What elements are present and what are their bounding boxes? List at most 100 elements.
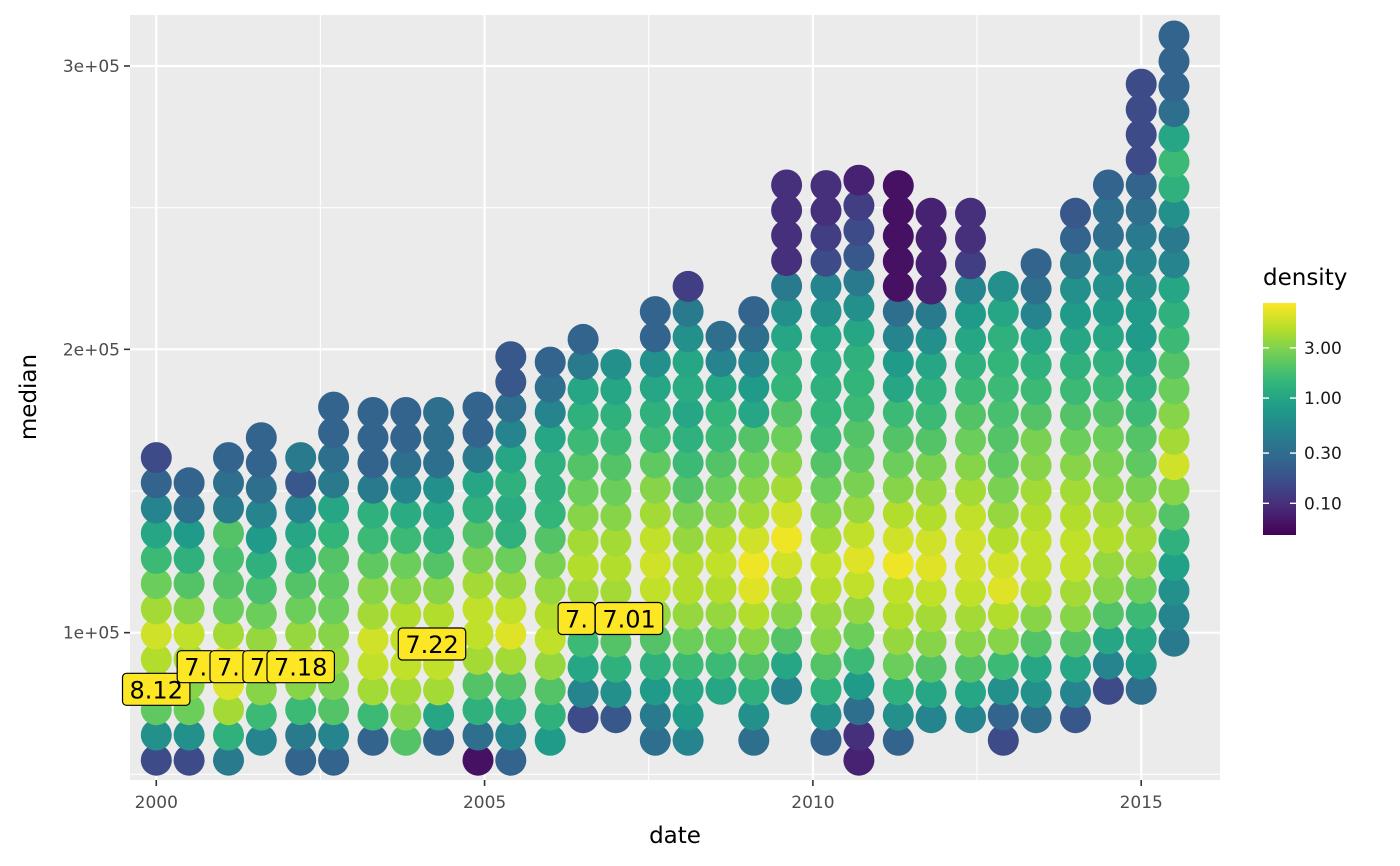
data-point — [810, 371, 842, 403]
x-tick-label: 2010 — [791, 793, 834, 813]
data-point — [915, 576, 947, 608]
data-point — [705, 421, 737, 453]
data-point — [423, 447, 455, 479]
data-point — [567, 323, 599, 355]
data-point — [1092, 421, 1124, 453]
data-point — [915, 323, 947, 355]
density-legend: density 0.10 0.30 1.00 3.00 — [1263, 265, 1347, 535]
data-point — [738, 447, 770, 479]
data-point — [771, 245, 803, 277]
data-point — [882, 724, 914, 756]
data-point — [1020, 298, 1052, 330]
data-point — [738, 624, 770, 655]
data-point — [140, 542, 172, 574]
data-point — [810, 497, 842, 529]
data-point — [567, 424, 599, 456]
x-axis-title: date — [649, 823, 701, 849]
data-point — [1125, 421, 1157, 453]
data-point — [285, 492, 317, 524]
data-point — [771, 648, 803, 680]
data-point — [987, 296, 1019, 328]
data-point — [1125, 396, 1157, 428]
data-point — [738, 699, 770, 731]
data-point — [1158, 499, 1190, 531]
data-point — [639, 422, 671, 454]
data-point — [987, 699, 1019, 731]
data-point — [567, 450, 599, 481]
data-point — [423, 422, 455, 454]
data-point — [955, 197, 986, 229]
data-point — [987, 497, 1019, 529]
data-point — [1158, 121, 1190, 153]
data-point — [318, 694, 350, 726]
data-point — [1092, 371, 1124, 403]
legend-ticks: 0.10 0.30 1.00 3.00 — [1263, 339, 1342, 514]
data-point — [1158, 625, 1190, 657]
data-point — [1125, 119, 1157, 151]
data-point — [1125, 144, 1157, 176]
data-point — [213, 719, 244, 751]
data-point — [390, 548, 422, 580]
data-point — [245, 548, 277, 580]
annotation-text: 7. — [217, 654, 240, 682]
data-point — [915, 525, 947, 557]
data-point — [771, 169, 803, 201]
data-point — [1158, 550, 1190, 581]
data-point — [1092, 472, 1124, 504]
data-point — [738, 321, 770, 353]
data-point — [1020, 550, 1052, 582]
data-point — [1060, 223, 1091, 255]
data-point — [495, 694, 527, 726]
data-point — [1092, 648, 1124, 680]
annotation-box — [594, 601, 664, 636]
data-point — [423, 548, 455, 580]
data-point — [882, 270, 914, 302]
data-point — [495, 568, 527, 600]
data-point — [1092, 598, 1124, 630]
data-point — [1092, 245, 1124, 277]
data-point — [567, 651, 599, 683]
data-point — [495, 391, 527, 423]
data-point — [390, 447, 422, 479]
data-point — [1060, 349, 1091, 381]
data-point — [140, 568, 172, 600]
data-point — [1125, 472, 1157, 504]
data-point — [495, 467, 527, 499]
data-point — [955, 475, 986, 507]
data-point — [771, 295, 803, 327]
data-point — [1092, 169, 1124, 201]
data-point — [318, 442, 350, 474]
data-point — [987, 447, 1019, 479]
data-point — [843, 669, 875, 700]
data-point — [390, 699, 422, 731]
data-point — [987, 397, 1019, 428]
data-point — [213, 694, 244, 726]
data-point — [882, 170, 914, 202]
data-point — [1125, 497, 1157, 529]
data-point — [318, 391, 350, 423]
data-point — [245, 472, 277, 504]
data-point — [318, 744, 350, 776]
data-point — [1060, 651, 1091, 683]
data-point — [567, 374, 599, 406]
data-point — [915, 424, 947, 456]
data-point — [810, 674, 842, 706]
data-point — [1158, 197, 1190, 228]
data-point — [1158, 70, 1190, 102]
data-point — [843, 341, 875, 373]
data-point — [955, 601, 986, 633]
legend-colorbar — [1263, 303, 1296, 535]
data-point — [705, 497, 737, 529]
data-point — [534, 397, 566, 428]
data-point — [882, 497, 914, 529]
data-point — [600, 399, 632, 431]
data-point — [567, 525, 599, 557]
data-point — [915, 223, 947, 255]
data-point — [1020, 374, 1052, 406]
data-point — [810, 447, 842, 479]
data-point — [495, 669, 527, 700]
data-point — [955, 626, 986, 658]
data-point — [245, 624, 277, 655]
data-point — [245, 724, 277, 756]
data-point — [495, 442, 527, 474]
